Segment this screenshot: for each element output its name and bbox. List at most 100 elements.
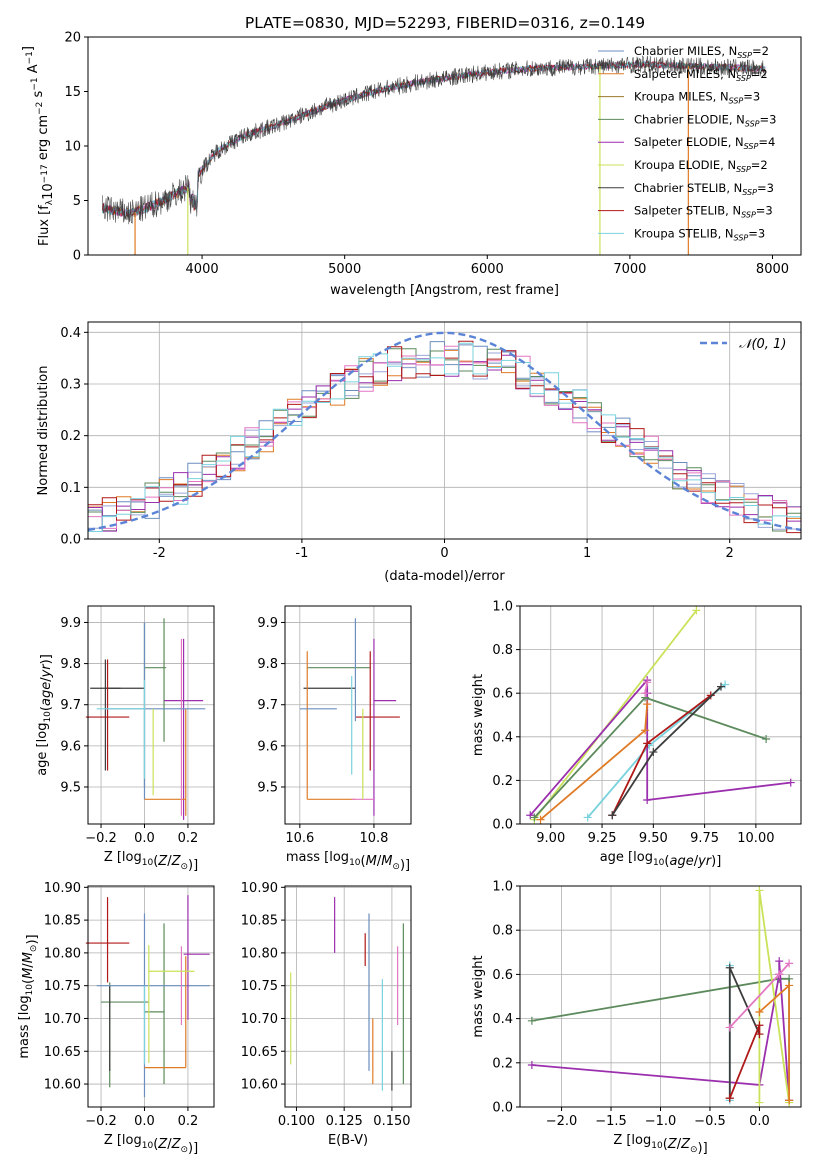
y-tick-label: 9.7	[257, 698, 278, 713]
legend-entry-suffix: =4	[758, 135, 775, 149]
x-axis-label-part: /	[377, 854, 382, 869]
y-axis-label-part: age	[39, 682, 54, 706]
y-tick-label: 10.70	[241, 1012, 278, 1027]
x-axis-label: Z [log10(Z/Z⊙)]	[613, 1133, 707, 1156]
y-axis-label: Normed distribution	[36, 366, 51, 496]
y-tick-label: 10.80	[44, 946, 81, 961]
y-tick-label: 10	[64, 140, 81, 155]
x-tick-label: −1.0	[645, 1114, 677, 1129]
y-axis-label-part: 10	[25, 984, 35, 996]
mass-weight-marker	[692, 606, 701, 615]
y-tick-label: 9.6	[257, 739, 278, 754]
x-axis-label-part: Z	[667, 1137, 678, 1152]
x-tick-label: 9.75	[690, 831, 719, 846]
mass-weight-marker	[725, 1023, 734, 1032]
y-tick-label: 0.4	[492, 1012, 513, 1027]
mass-weight-marker	[725, 1094, 734, 1103]
x-axis-label: Z [log10(Z/Z⊙)]	[104, 850, 198, 873]
plot-marks	[87, 331, 802, 539]
x-axis-label: (data-model)/error	[384, 569, 505, 584]
y-axis-label-part: /	[21, 963, 36, 968]
plot-marks	[526, 606, 795, 824]
mass-weight-marker	[608, 811, 617, 820]
x-axis-label-part: 10	[349, 858, 361, 868]
y-axis-label-part: M	[21, 968, 36, 979]
x-axis-label-part: )]	[698, 1141, 708, 1156]
legend-entry-sub: SSP	[736, 74, 751, 83]
x-axis-label-part: Z	[157, 854, 168, 869]
mass-weight-line	[533, 609, 698, 821]
y-tick-label: 0.0	[492, 818, 513, 833]
mass-weight-marker	[527, 1061, 536, 1070]
y-axis-label-part: −17	[40, 164, 50, 183]
x-axis-label-part: yr	[697, 854, 713, 869]
x-axis-label: Z [log10(Z/Z⊙)]	[104, 1133, 198, 1156]
x-axis-label: age [log10(age/yr)]	[600, 850, 722, 869]
legend-entry-suffix: =3	[748, 226, 765, 240]
y-tick-label: 10.90	[44, 881, 81, 896]
plot-marks	[299, 618, 400, 816]
spectrum-plot: 4000 5000 6000 7000 8000 0 5 10 15 20 wavelength […	[21, 31, 802, 298]
grid-lines	[285, 886, 411, 1107]
age-vs-metallicity-plot: −0.2 0.0 0.29.59.69.79.89.9Z [log10(Z/Z⊙)]…	[35, 605, 215, 873]
y-tick-label: 0.2	[492, 1056, 513, 1071]
grid-lines	[88, 886, 214, 1107]
mass-weight-marker	[755, 1098, 764, 1107]
x-tick-label: 0.2	[178, 831, 199, 846]
x-axis-label-part: /	[167, 1137, 172, 1152]
x-axis-label-part: ⊙	[180, 1145, 188, 1155]
y-axis-label-part: ]	[21, 46, 36, 51]
legend-entry-sub: SSP	[729, 97, 744, 106]
y-axis-label-part: mass [log	[17, 995, 32, 1058]
y-axis-label-part: ⊙	[29, 945, 39, 953]
grid-lines	[88, 606, 214, 824]
x-axis-label-part: ⊙	[180, 862, 188, 872]
x-tick-label: 1	[583, 546, 591, 561]
mass-weight-marker	[786, 778, 795, 787]
axes-frame	[284, 605, 412, 825]
residual-histogram-plot: -2 -1 0 1 2 0.0 0.1 0.2 0.3 0.4 (data-model)/error…	[36, 321, 802, 584]
mass-weight-marker	[583, 813, 592, 822]
x-tick-label: 0.150	[373, 1114, 410, 1129]
legend-entry-text: Salpeter STELIB, N	[634, 204, 741, 218]
axes-frame	[519, 885, 802, 1108]
x-tick-label: 0.0	[134, 1114, 155, 1129]
x-axis-label-part: (	[663, 1137, 668, 1152]
legend-entry-suffix: =2	[752, 44, 769, 58]
legend-entry: Salpeter STELIB, NSSP=3	[634, 204, 773, 220]
mass-weight-marker	[785, 981, 794, 990]
y-tick-label: 15	[64, 85, 81, 100]
x-axis-label-part: (	[153, 1137, 158, 1152]
axes-frame	[87, 36, 802, 256]
axes-frame	[284, 885, 412, 1108]
mass-weight-marker	[785, 1096, 794, 1105]
mass-weight-line	[728, 1024, 761, 1099]
y-axis-label-part: Flux [f	[37, 205, 52, 246]
y-tick-label: 0.2	[492, 774, 513, 789]
x-axis-label-part: Z	[171, 1137, 182, 1152]
y-tick-label: 9.5	[60, 780, 81, 795]
y-tick-label: 9.9	[257, 616, 278, 631]
x-axis-label-part: )]	[188, 858, 198, 873]
legend-entry-text: Chabrier ELODIE, N	[634, 112, 745, 126]
y-axis-label: mass weight	[471, 674, 486, 756]
y-tick-label: 9.5	[257, 780, 278, 795]
y-tick-label: 10.60	[241, 1078, 278, 1093]
y-axis-label-part: age [log	[35, 723, 50, 776]
y-tick-label: 0.8	[492, 924, 513, 939]
legend-entry-text: Kroupa STELIB, N	[634, 226, 734, 240]
y-tick-label: 0.4	[492, 730, 513, 745]
y-axis-label-part: M	[21, 952, 36, 963]
mass-weight-line	[728, 967, 761, 1099]
y-tick-label: 9.8	[60, 657, 81, 672]
mass-weight-marker	[643, 796, 652, 805]
y-tick-label: 10.75	[241, 979, 278, 994]
mass-weight-marker	[785, 959, 794, 968]
x-tick-label: 0	[440, 546, 448, 561]
x-axis-label-part: M	[366, 854, 377, 869]
mass-weight-marker	[755, 1021, 764, 1030]
y-axis-label-part: /	[39, 677, 54, 682]
mass-weight-marker	[717, 682, 726, 691]
plot-marks	[290, 897, 404, 1091]
y-tick-label: 10.85	[44, 914, 81, 929]
